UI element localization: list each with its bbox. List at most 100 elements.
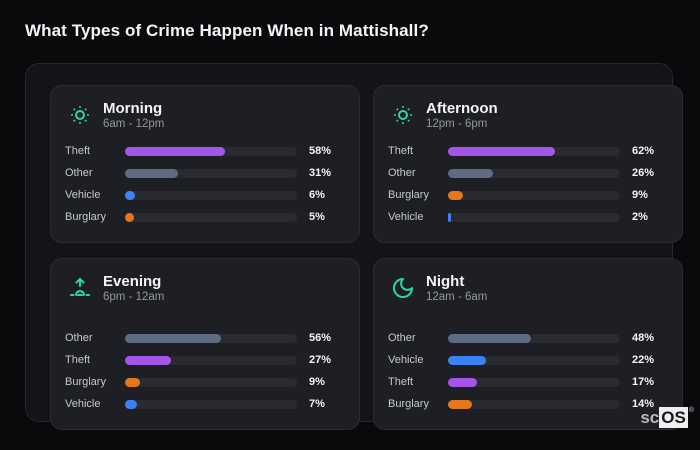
bar-row: Theft 27% (65, 349, 345, 371)
bar-row: Other 31% (65, 162, 345, 184)
sun-dim-icon (391, 103, 415, 127)
bar-fill (125, 355, 172, 365)
bar-label: Burglary (388, 398, 429, 410)
bar-track (448, 212, 620, 222)
bar-track (125, 355, 297, 365)
scos-logo-suffix: OS (659, 407, 688, 429)
panel-time-range: 12pm - 6pm (426, 118, 488, 131)
panel-time-range: 6am - 12pm (103, 118, 165, 131)
bar-fill (448, 377, 478, 387)
bar-fill (125, 146, 225, 156)
bar-label: Other (65, 167, 93, 179)
bar-value: 48% (632, 332, 655, 344)
panel-morning: Morning 6am - 12pm Theft 58% Other 31% V… (50, 85, 360, 243)
bar-row: Theft 17% (388, 371, 668, 393)
bar-row: Burglary 14% (388, 393, 668, 415)
sun-dim-icon (68, 103, 92, 127)
bar-label: Vehicle (388, 211, 424, 223)
panel-title: Night (426, 273, 465, 290)
bar-track (448, 146, 620, 156)
bar-track (448, 168, 620, 178)
bar-track (125, 146, 297, 156)
bar-fill (448, 333, 531, 343)
bar-track (448, 355, 620, 365)
registered-trademark-icon: ® (688, 407, 694, 414)
bar-list: Other 48% Vehicle 22% Theft 17% Burglary… (388, 327, 668, 415)
page-title: What Types of Crime Happen When in Matti… (25, 21, 429, 40)
bar-label: Other (388, 332, 416, 344)
bar-label: Theft (388, 376, 414, 388)
panel-header: Night 12am - 6am (391, 273, 668, 303)
bar-value: 6% (309, 189, 325, 201)
bar-value: 58% (309, 145, 332, 157)
bar-fill (125, 212, 134, 222)
bar-value: 26% (632, 167, 655, 179)
sunrise-icon (68, 276, 92, 300)
panel-time-range: 6pm - 12am (103, 291, 165, 304)
panel-time-range: 12am - 6am (426, 291, 488, 304)
bar-label: Burglary (65, 376, 106, 388)
bar-fill (448, 212, 452, 222)
bar-row: Vehicle 2% (388, 206, 668, 228)
panel-header: Evening 6pm - 12am (68, 273, 345, 303)
bar-value: 7% (309, 398, 325, 410)
bar-fill (448, 168, 493, 178)
bar-list: Theft 58% Other 31% Vehicle 6% Burglary … (65, 140, 345, 228)
bar-label: Burglary (388, 189, 429, 201)
bar-label: Vehicle (65, 189, 101, 201)
bar-label: Vehicle (65, 398, 101, 410)
bar-track (448, 377, 620, 387)
bar-value: 22% (632, 354, 655, 366)
bar-row: Vehicle 22% (388, 349, 668, 371)
bar-track (125, 212, 297, 222)
scos-logo: sc OS ® (640, 407, 694, 429)
bar-value: 17% (632, 376, 655, 388)
bar-track (125, 190, 297, 200)
bar-fill (448, 399, 473, 409)
bar-fill (448, 146, 555, 156)
bar-fill (448, 190, 464, 200)
bar-value: 5% (309, 211, 325, 223)
bar-label: Theft (65, 145, 91, 157)
panel-header: Morning 6am - 12pm (68, 100, 345, 130)
bar-fill (125, 168, 179, 178)
bar-row: Theft 62% (388, 140, 668, 162)
bar-track (125, 333, 297, 343)
bar-fill (125, 333, 222, 343)
bar-row: Other 26% (388, 162, 668, 184)
bar-fill (125, 190, 136, 200)
bar-fill (125, 399, 138, 409)
bar-row: Vehicle 6% (65, 184, 345, 206)
bar-label: Vehicle (388, 354, 424, 366)
bar-row: Vehicle 7% (65, 393, 345, 415)
bar-value: 14% (632, 398, 655, 410)
bar-fill (448, 355, 486, 365)
time-period-panels: Morning 6am - 12pm Theft 58% Other 31% V… (50, 85, 683, 430)
bar-value: 27% (309, 354, 332, 366)
bar-track (448, 333, 620, 343)
panel-title: Morning (103, 100, 163, 117)
bar-value: 62% (632, 145, 655, 157)
panel-night: Night 12am - 6am Other 48% Vehicle 22% T… (373, 258, 683, 430)
bar-row: Theft 58% (65, 140, 345, 162)
panel-evening: Evening 6pm - 12am Other 56% Theft 27% B… (50, 258, 360, 430)
bar-label: Other (388, 167, 416, 179)
bar-row: Burglary 9% (65, 371, 345, 393)
bar-value: 31% (309, 167, 332, 179)
bar-row: Burglary 9% (388, 184, 668, 206)
bar-row: Other 56% (65, 327, 345, 349)
bar-label: Other (65, 332, 93, 344)
bar-track (125, 377, 297, 387)
bar-track (125, 399, 297, 409)
moon-icon (391, 276, 415, 300)
bar-value: 9% (632, 189, 648, 201)
bar-track (448, 190, 620, 200)
bar-value: 56% (309, 332, 332, 344)
scos-logo-prefix: sc (640, 408, 660, 427)
bar-label: Burglary (65, 211, 106, 223)
bar-label: Theft (65, 354, 91, 366)
bar-label: Theft (388, 145, 414, 157)
panel-afternoon: Afternoon 12pm - 6pm Theft 62% Other 26%… (373, 85, 683, 243)
bar-row: Burglary 5% (65, 206, 345, 228)
bar-list: Theft 62% Other 26% Burglary 9% Vehicle … (388, 140, 668, 228)
